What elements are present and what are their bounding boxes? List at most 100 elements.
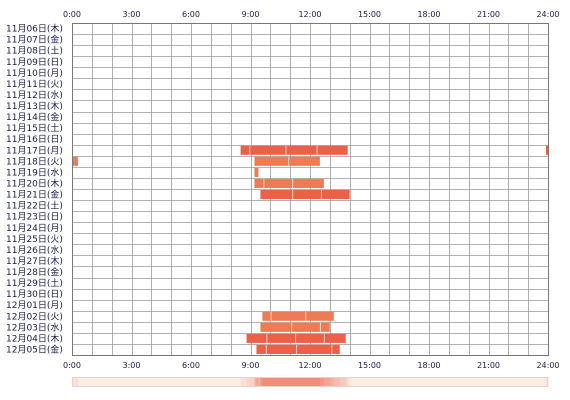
x-tick-label: 6:00 — [182, 361, 200, 370]
heat-strip-cell — [226, 377, 230, 387]
heat-strip-cell — [191, 377, 194, 387]
heat-strip-cell — [365, 377, 368, 387]
heat-strip-cell — [460, 377, 464, 387]
heat-strip-cell — [137, 377, 140, 387]
heat-strip-cell — [183, 377, 186, 387]
heat-strip-cell — [282, 377, 285, 387]
activity-gap — [288, 156, 290, 166]
heat-strip-cell — [246, 377, 249, 387]
day-label: 11月13日(木) — [6, 100, 63, 112]
day-label: 11月14日(金) — [6, 111, 63, 123]
grid — [72, 23, 549, 356]
activity-gap — [266, 333, 268, 343]
heat-strip-cell — [131, 377, 134, 387]
heat-strip-cell — [347, 377, 351, 387]
x-tick-label: 3:00 — [123, 361, 141, 370]
heat-strip-cell — [329, 377, 333, 387]
heat-strip-cell — [510, 377, 513, 387]
heat-strip-cell — [327, 377, 331, 387]
heat-strip-cell — [111, 377, 115, 387]
heat-strip-cell — [79, 377, 83, 387]
heat-strip-cell — [119, 377, 122, 387]
heat-strip-cell — [458, 377, 462, 387]
heat-strip-cell — [359, 377, 362, 387]
activity-gap — [323, 333, 325, 343]
activity-gap — [295, 333, 297, 343]
x-tick-label: 9:00 — [242, 361, 260, 370]
heat-strip-cell — [430, 377, 434, 387]
heat-strip-cell — [99, 377, 103, 387]
heat-strip-cell — [462, 377, 466, 387]
x-tick-label: 3:00 — [123, 10, 141, 19]
activity-bar — [260, 322, 330, 332]
heat-strip-cell — [266, 377, 269, 387]
heat-strip-cell — [127, 377, 130, 387]
heat-strip-cell — [532, 377, 535, 387]
heat-strip-cell — [286, 377, 289, 387]
day-label: 11月15日(土) — [6, 122, 63, 134]
day-label: 11月08日(土) — [6, 45, 63, 57]
heat-strip-cell — [242, 377, 245, 387]
heat-strip-cell — [470, 377, 474, 387]
heat-strip-cell — [345, 377, 349, 387]
heat-strip-cell — [284, 377, 287, 387]
heat-strip-cell — [361, 377, 364, 387]
heat-strip-cell — [97, 377, 101, 387]
heat-strip-border — [72, 377, 548, 387]
x-tick-label: 15:00 — [358, 10, 381, 19]
day-label: 11月30日(日) — [6, 289, 63, 300]
heat-strip-cell — [236, 377, 239, 387]
activity-gap — [296, 344, 298, 354]
heat-strip-cell — [500, 377, 503, 387]
heat-strip-cell — [311, 377, 315, 387]
heat-strip-cell — [452, 377, 456, 387]
heat-strip-cell — [159, 377, 162, 387]
heat-strip-cell — [165, 377, 168, 387]
day-label: 11月24日(月) — [6, 223, 63, 234]
heat-strip-cell — [423, 377, 426, 387]
heat-strip-cell — [317, 377, 321, 387]
day-label: 11月25日(火) — [6, 234, 63, 245]
x-tick-label: 24:00 — [536, 361, 559, 370]
activity-gap — [292, 178, 294, 188]
heat-strip-cell — [268, 377, 271, 387]
heat-strip-cell — [276, 377, 279, 387]
activity-gap — [291, 322, 293, 332]
heat-strip-cell — [524, 377, 527, 387]
heat-strip-cell — [446, 377, 450, 387]
heat-strip-cell — [538, 377, 541, 387]
heat-strip-cell — [421, 377, 424, 387]
heat-strip-cell — [163, 377, 166, 387]
day-label: 11月16日(日) — [6, 134, 63, 145]
x-tick-label: 18:00 — [417, 361, 440, 370]
heat-strip-cell — [323, 377, 327, 387]
heat-strip-cell — [395, 377, 398, 387]
heat-strip-cell — [83, 377, 87, 387]
day-label: 11月18日(火) — [6, 156, 63, 167]
day-label: 11月27日(木) — [6, 255, 63, 267]
heat-strip-cell — [274, 377, 277, 387]
day-label: 11月17日(月) — [6, 145, 63, 156]
heat-strip-cell — [417, 377, 420, 387]
heat-strip-cell — [133, 377, 136, 387]
activity-gap — [316, 145, 318, 155]
x-tick-label: 6:00 — [182, 10, 200, 19]
heat-strip-cell — [115, 377, 119, 387]
x-tick-label: 15:00 — [358, 361, 381, 370]
heat-strip-cell — [333, 377, 337, 387]
day-label: 11月19日(水) — [6, 166, 63, 178]
heat-strip-cell — [123, 377, 126, 387]
activity-bar — [262, 311, 334, 321]
heat-strip-cell — [141, 377, 144, 387]
heat-strip-cell — [339, 377, 343, 387]
heat-strip-cell — [177, 377, 180, 387]
heat-strip-cell — [391, 377, 394, 387]
heat-strip-cell — [149, 377, 152, 387]
heat-strip-cell — [93, 377, 97, 387]
activity-bar — [254, 167, 259, 177]
heat-strip-cell — [466, 377, 470, 387]
heat-strip-cell — [147, 377, 150, 387]
heat-strip-cell — [440, 377, 444, 387]
heat-strip-cell — [264, 377, 267, 387]
heat-strip-cell — [528, 377, 531, 387]
